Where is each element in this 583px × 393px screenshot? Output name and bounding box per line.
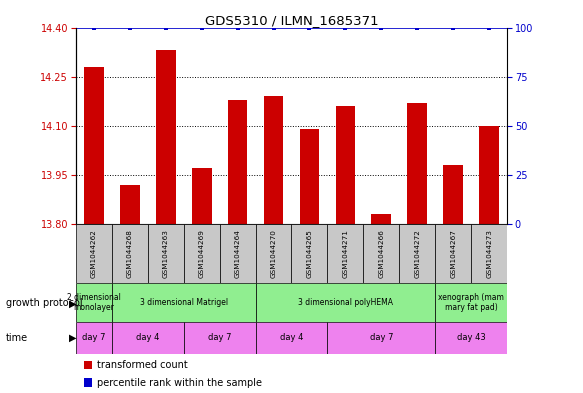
Text: percentile rank within the sample: percentile rank within the sample — [97, 378, 262, 388]
Point — [305, 24, 314, 31]
Text: day 4: day 4 — [280, 334, 303, 342]
Text: day 7: day 7 — [370, 334, 393, 342]
Bar — [328, 322, 436, 354]
Text: GSM1044270: GSM1044270 — [271, 229, 276, 278]
Bar — [220, 224, 255, 283]
Point — [125, 24, 134, 31]
Text: time: time — [6, 333, 28, 343]
Text: GSM1044263: GSM1044263 — [163, 229, 168, 278]
Text: 2 dimensional
monolayer: 2 dimensional monolayer — [67, 293, 121, 312]
Bar — [328, 224, 363, 283]
Text: GSM1044265: GSM1044265 — [307, 229, 312, 278]
Text: GSM1044269: GSM1044269 — [199, 229, 205, 278]
Text: ▶: ▶ — [69, 333, 76, 343]
Bar — [184, 224, 220, 283]
Text: day 7: day 7 — [208, 334, 231, 342]
Bar — [184, 322, 255, 354]
Bar — [147, 224, 184, 283]
Bar — [85, 361, 92, 369]
Bar — [444, 165, 463, 224]
Bar — [363, 224, 399, 283]
Bar — [300, 129, 319, 224]
Text: GDS5310 / ILMN_1685371: GDS5310 / ILMN_1685371 — [205, 14, 378, 27]
Bar — [471, 224, 507, 283]
Text: day 7: day 7 — [82, 334, 106, 342]
Bar — [255, 322, 328, 354]
Bar — [112, 224, 147, 283]
Text: GSM1044271: GSM1044271 — [342, 229, 349, 278]
Text: GSM1044267: GSM1044267 — [450, 229, 456, 278]
Bar — [84, 67, 104, 224]
Bar — [292, 224, 328, 283]
Bar — [156, 50, 175, 224]
Bar — [336, 106, 355, 224]
Point — [89, 24, 99, 31]
Bar — [85, 378, 92, 387]
Bar — [192, 168, 212, 224]
Bar — [120, 185, 139, 224]
Point — [484, 24, 494, 31]
Point — [197, 24, 206, 31]
Bar — [436, 224, 471, 283]
Text: 3 dimensional Matrigel: 3 dimensional Matrigel — [139, 298, 228, 307]
Text: ▶: ▶ — [69, 298, 76, 309]
Text: transformed count: transformed count — [97, 360, 188, 370]
Text: growth protocol: growth protocol — [6, 298, 82, 309]
Bar — [479, 126, 499, 224]
Bar — [255, 283, 436, 322]
Point — [413, 24, 422, 31]
Text: 3 dimensional polyHEMA: 3 dimensional polyHEMA — [298, 298, 393, 307]
Text: GSM1044268: GSM1044268 — [127, 229, 133, 278]
Text: xenograph (mam
mary fat pad): xenograph (mam mary fat pad) — [438, 293, 504, 312]
Point — [448, 24, 458, 31]
Bar — [436, 322, 507, 354]
Bar — [436, 283, 507, 322]
Point — [269, 24, 278, 31]
Text: GSM1044262: GSM1044262 — [91, 229, 97, 278]
Bar — [371, 214, 391, 224]
Point — [340, 24, 350, 31]
Bar — [255, 224, 292, 283]
Bar — [408, 103, 427, 224]
Text: GSM1044264: GSM1044264 — [234, 229, 241, 278]
Bar — [112, 322, 184, 354]
Bar — [112, 283, 255, 322]
Bar — [264, 96, 283, 224]
Bar — [228, 99, 247, 224]
Bar — [76, 283, 112, 322]
Point — [161, 24, 170, 31]
Bar — [399, 224, 436, 283]
Bar — [76, 322, 112, 354]
Point — [377, 24, 386, 31]
Bar — [76, 224, 112, 283]
Text: day 43: day 43 — [457, 334, 486, 342]
Text: GSM1044266: GSM1044266 — [378, 229, 384, 278]
Point — [233, 24, 242, 31]
Text: GSM1044272: GSM1044272 — [415, 229, 420, 278]
Text: GSM1044273: GSM1044273 — [486, 229, 492, 278]
Text: day 4: day 4 — [136, 334, 159, 342]
